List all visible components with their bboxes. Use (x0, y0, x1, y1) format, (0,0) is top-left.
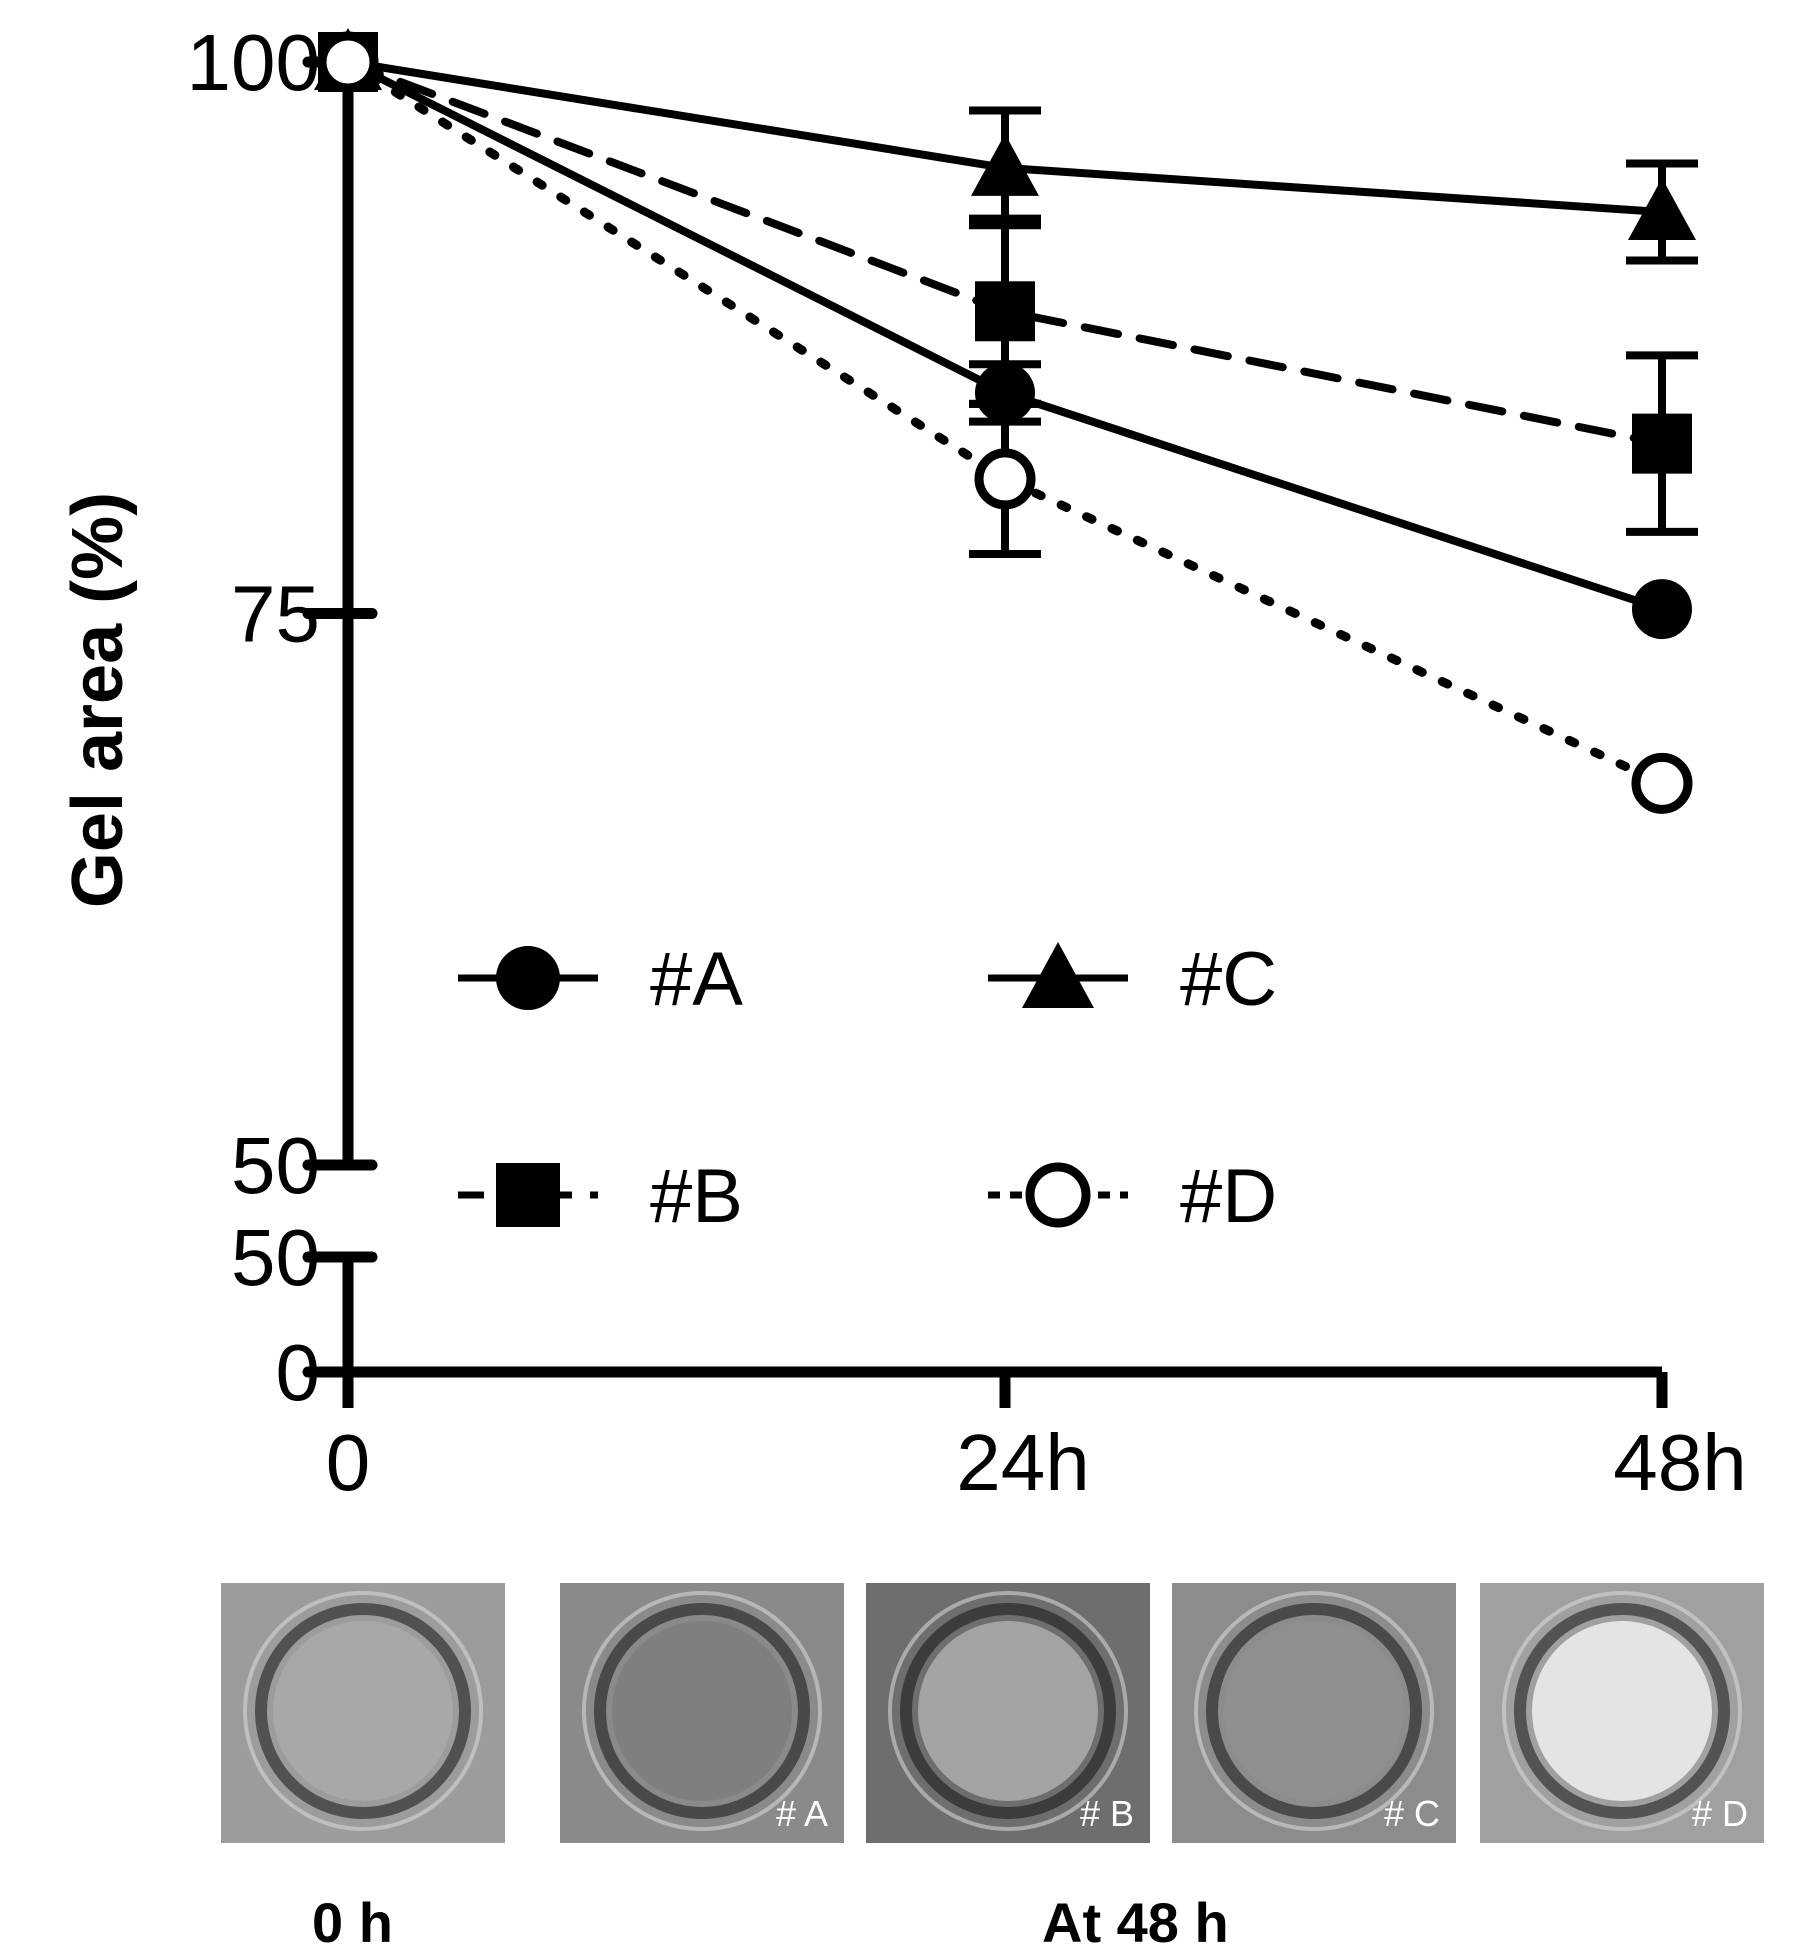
gel-photo-label: # B (1079, 1793, 1134, 1834)
legend: #A #B #C #D (458, 937, 1277, 1239)
gel-photo: # B (866, 1583, 1150, 1843)
gel-disc (918, 1621, 1098, 1801)
y-tick-label: 50 (231, 1121, 320, 1210)
legend-label-a: #A (650, 937, 743, 1022)
y-tick-label: 75 (231, 570, 320, 659)
gel-photo-label: # D (1691, 1793, 1748, 1834)
data-point-a (975, 362, 1035, 423)
legend-marker (496, 1163, 560, 1227)
series-layer (314, 28, 1698, 814)
well-rim (582, 1591, 822, 1831)
legend-marker (1022, 942, 1094, 1008)
data-point-d (1631, 752, 1693, 814)
gel-photo: # A (560, 1583, 844, 1843)
gel-disc (273, 1621, 453, 1801)
x-tick-label: 0 (326, 1418, 371, 1507)
gel-disc (612, 1621, 792, 1801)
x-tick-label: 48h (1613, 1418, 1746, 1507)
x-tick-label: 24h (956, 1418, 1089, 1507)
gel-disc (1224, 1621, 1404, 1801)
y-tick-label: 50 (231, 1213, 320, 1302)
legend-label-b: #B (650, 1154, 743, 1239)
gel-photo-label: # C (1383, 1793, 1440, 1834)
data-point-d (974, 448, 1036, 510)
data-point-c (1628, 178, 1696, 241)
data-point-b (975, 281, 1035, 342)
data-point-c (971, 133, 1039, 196)
legend-marker (1025, 1162, 1091, 1228)
well-rim (1194, 1591, 1434, 1831)
series-line-d (343, 57, 1667, 788)
gel-photo: # D (1480, 1583, 1764, 1843)
y-tick-label: 100 (187, 18, 320, 107)
gel-photo (221, 1583, 505, 1843)
y-axis-label: Gel area (%) (58, 492, 138, 908)
legend-marker (496, 946, 560, 1010)
data-point-b (1632, 413, 1692, 474)
data-point-a (1632, 579, 1692, 640)
well-rim (888, 1591, 1128, 1831)
gel-disc (1532, 1621, 1712, 1801)
caption-0h: 0 h (312, 1891, 393, 1954)
legend-label-d: #D (1180, 1154, 1277, 1239)
data-point-d (317, 31, 379, 93)
legend-label-c: #C (1180, 937, 1277, 1022)
gel-photo: # C (1172, 1583, 1456, 1843)
well-rim (1502, 1591, 1742, 1831)
well-rim (243, 1591, 483, 1831)
caption-48h: At 48 h (1042, 1891, 1229, 1954)
gel-photo-label: # A (775, 1793, 828, 1834)
